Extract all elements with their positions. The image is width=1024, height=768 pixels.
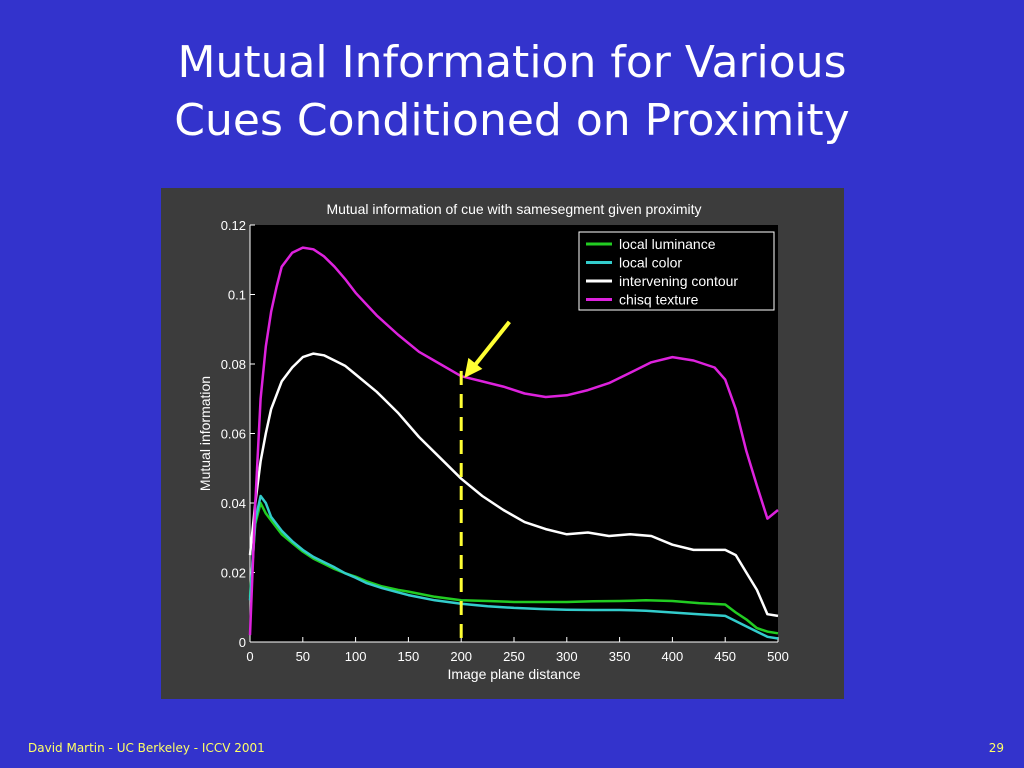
x-axis-label: Image plane distance	[447, 666, 580, 682]
x-tick-label: 0	[246, 649, 253, 664]
x-tick-label: 300	[556, 649, 578, 664]
y-tick-label: 0.06	[221, 427, 246, 442]
slide-title-line-1: Mutual Information for Various	[177, 37, 847, 88]
y-tick-label: 0.02	[221, 566, 246, 581]
slide-title-line-2: Cues Conditioned on Proximity	[174, 95, 850, 146]
series-line-intervening-contour	[248, 352, 779, 618]
x-tick-label: 500	[767, 649, 789, 664]
marker-arrow-shaft	[472, 320, 511, 368]
x-tick-label: 50	[296, 649, 310, 664]
footer-author: David Martin - UC Berkeley - ICCV 2001	[28, 741, 265, 755]
legend-label: local luminance	[619, 236, 716, 252]
figure-panel: Mutual information of cue with samesegme…	[161, 188, 844, 699]
x-tick-label: 350	[609, 649, 631, 664]
x-tick-label: 400	[662, 649, 684, 664]
legend-label: intervening contour	[619, 273, 738, 289]
slide-title: Mutual Information for Various Cues Cond…	[0, 34, 1024, 150]
legend-label: chisq texture	[619, 292, 699, 308]
page-number: 29	[988, 741, 1004, 755]
marker-arrowhead	[464, 357, 483, 378]
y-tick-label: 0.08	[221, 357, 246, 372]
x-tick-label: 150	[398, 649, 420, 664]
series-line-local-luminance	[248, 501, 779, 635]
y-axis-label: Mutual information	[197, 376, 213, 491]
series-line-local-color	[248, 494, 779, 640]
y-tick-label: 0.04	[221, 496, 246, 511]
x-tick-label: 250	[503, 649, 525, 664]
y-tick-label: 0.12	[221, 218, 246, 233]
legend-label: local color	[619, 255, 682, 271]
chart-title: Mutual information of cue with samesegme…	[326, 201, 701, 217]
y-tick-label: 0	[239, 635, 246, 650]
mutual-information-chart: Mutual information of cue with samesegme…	[197, 201, 789, 682]
y-tick-label: 0.1	[228, 288, 246, 303]
x-tick-label: 100	[345, 649, 367, 664]
x-tick-label: 200	[450, 649, 472, 664]
x-tick-label: 450	[714, 649, 736, 664]
